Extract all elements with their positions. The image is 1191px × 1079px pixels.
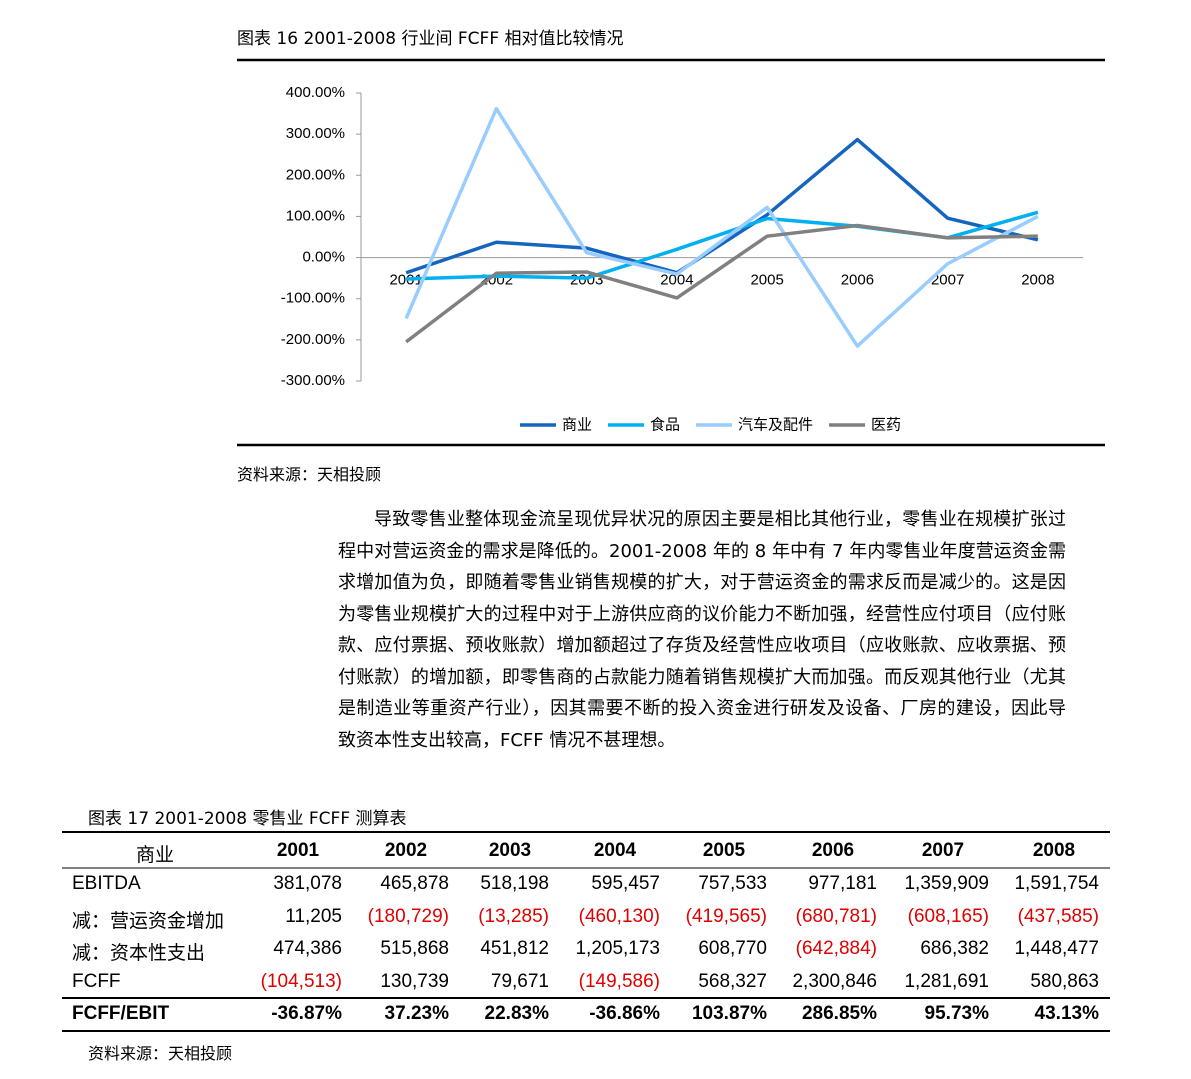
table-cell: 568,327 xyxy=(698,970,767,992)
table-cell: (13,285) xyxy=(478,905,549,927)
y-tick-label: 0.00% xyxy=(302,249,345,266)
table-cell: 515,868 xyxy=(380,938,449,959)
source: 资料来源：天相投顾 xyxy=(237,465,382,484)
x-tick-label: 2007 xyxy=(931,272,964,289)
line xyxy=(405,137,1039,275)
table-cell: 595,457 xyxy=(591,873,660,894)
x-tick-label: 2006 xyxy=(841,272,874,289)
row-label: FCFF xyxy=(72,970,121,992)
table-cell: (437,585) xyxy=(1017,905,1099,927)
table-title: 图表 17 2001-2008 零售业 FCFF 测算表 xyxy=(88,809,407,829)
x-tick-label: 2004 xyxy=(660,272,693,289)
table-cell: 580,863 xyxy=(1030,970,1099,992)
row-label: 减：资本性支出 xyxy=(72,942,206,964)
header-cell: 2006 xyxy=(811,840,855,861)
table-cell: (460,130) xyxy=(578,905,660,927)
table-cell: (419,565) xyxy=(685,905,767,927)
y-tick-label: 100.00% xyxy=(286,207,345,224)
y-tick-label: 300.00% xyxy=(286,125,345,142)
table-cell: 22.83% xyxy=(484,1003,549,1024)
table-cell: (608,165) xyxy=(907,905,989,927)
header-cell: 2005 xyxy=(702,840,746,861)
y-tick-label: -200.00% xyxy=(281,331,345,348)
table-cell: 37.23% xyxy=(384,1003,449,1024)
header-cell: 2001 xyxy=(276,840,320,861)
table-cell: (642,884) xyxy=(795,938,877,959)
table-cell: 130,739 xyxy=(380,970,449,992)
table-cell: 451,812 xyxy=(480,938,549,959)
legend-label: 医药 xyxy=(871,416,901,434)
x-tick-label: 2005 xyxy=(750,272,783,289)
table-cell: (149,586) xyxy=(578,970,660,992)
source: 资料来源：天相投顾 xyxy=(88,1044,233,1063)
table-cell: -36.86% xyxy=(589,1003,660,1024)
table-cell: 381,078 xyxy=(273,873,342,894)
table-cell: 1,359,909 xyxy=(904,873,989,894)
table-cell: 977,181 xyxy=(808,873,877,894)
header-cell: 2004 xyxy=(593,840,637,861)
table-cell: 79,671 xyxy=(490,970,549,992)
row-label: FCFF/EBIT xyxy=(72,1003,170,1024)
table-cell: 608,770 xyxy=(698,938,767,959)
table-cell: 686,382 xyxy=(920,938,989,959)
table-cell: (180,729) xyxy=(367,905,449,927)
header-cell: 2002 xyxy=(384,840,428,861)
table-cell: 1,448,477 xyxy=(1014,938,1099,959)
header-cell: 2008 xyxy=(1032,840,1076,861)
figure-title: 图表 16 2001-2008 行业间 FCFF 相对值比较情况 xyxy=(237,29,624,49)
legend-label: 商业 xyxy=(562,416,592,434)
header-cell: 2007 xyxy=(921,840,965,861)
table-cell: -36.87% xyxy=(271,1003,342,1024)
x-tick-label: 2008 xyxy=(1021,272,1054,289)
table-cell: 2,300,846 xyxy=(792,970,877,992)
table-cell: 11,205 xyxy=(285,905,342,927)
y-tick-label: -100.00% xyxy=(281,290,345,307)
header-cell: 2003 xyxy=(488,840,532,861)
table-cell: 518,198 xyxy=(480,873,549,894)
table-cell: 474,386 xyxy=(273,938,342,959)
row-label: 减：营运资金增加 xyxy=(72,909,225,932)
table-cell: (680,781) xyxy=(795,905,877,927)
line xyxy=(404,106,1039,348)
paragraph: 导致零售业整体现金流呈现优异状况的原因主要是相比其他行业，零售业在规模扩张过程中… xyxy=(338,509,1066,751)
table-cell: 465,878 xyxy=(380,873,449,894)
legend-label: 汽车及配件 xyxy=(738,416,813,434)
table-cell: 1,205,173 xyxy=(575,938,660,959)
table-cell: 43.13% xyxy=(1034,1003,1099,1024)
table-cell: 286.85% xyxy=(801,1003,877,1024)
y-tick-label: -300.00% xyxy=(281,372,345,389)
row-label: EBITDA xyxy=(72,873,141,894)
table-cell: 1,591,754 xyxy=(1014,873,1099,894)
table-cell: 95.73% xyxy=(924,1003,989,1024)
legend-label: 食品 xyxy=(650,416,680,434)
y-tick-label: 400.00% xyxy=(286,84,345,101)
line xyxy=(405,223,1038,344)
table-cell: 103.87% xyxy=(691,1003,767,1024)
table-cell: 1,281,691 xyxy=(904,970,989,992)
header-cell: 商业 xyxy=(135,845,174,866)
y-tick-label: 200.00% xyxy=(286,166,345,183)
x-tick-label: 2001 xyxy=(389,272,422,289)
table-cell: 757,533 xyxy=(698,873,767,894)
table-cell: (104,513) xyxy=(260,970,342,992)
